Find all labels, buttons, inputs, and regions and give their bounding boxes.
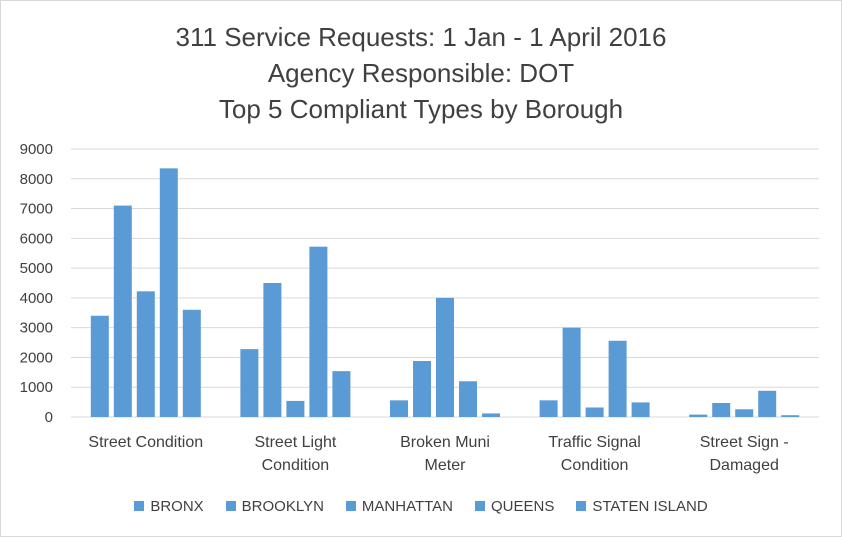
legend-label: QUEENS xyxy=(491,497,555,515)
y-tick-label: 0 xyxy=(45,409,53,426)
legend-swatch xyxy=(475,501,486,511)
y-tick-label: 7000 xyxy=(20,201,53,218)
y-tick-label: 2000 xyxy=(20,349,53,366)
legend-label: MANHATTAN xyxy=(361,497,454,515)
x-category-label: Broken Muni xyxy=(400,434,490,451)
bar-bronx xyxy=(240,349,259,417)
bar-manhattan xyxy=(585,407,604,417)
legend-item: STATEN ISLAND xyxy=(576,497,708,515)
legend-label: BROOKLYN xyxy=(241,497,324,515)
bar-staten-island xyxy=(781,415,800,417)
bar-queens xyxy=(608,340,627,417)
legend-swatch xyxy=(225,501,236,511)
y-tick-label: 3000 xyxy=(20,320,53,337)
x-category-label: Street Light xyxy=(254,434,336,451)
x-category-label: Traffic Signal xyxy=(548,434,640,451)
y-tick-label: 4000 xyxy=(20,290,53,307)
bar-brooklyn xyxy=(712,403,731,417)
bar-staten-island xyxy=(482,413,500,417)
bar-manhattan xyxy=(136,291,155,417)
legend-swatch xyxy=(134,501,145,511)
bar-manhattan xyxy=(436,297,454,417)
bar-queens xyxy=(159,168,178,417)
y-tick-label: 5000 xyxy=(20,260,53,277)
bar-queens xyxy=(309,246,328,417)
bar-bronx xyxy=(390,400,408,417)
bar-bronx xyxy=(539,400,558,417)
bar-manhattan xyxy=(286,400,305,417)
legend-item: BRONX xyxy=(134,497,204,515)
bar-staten-island xyxy=(182,309,201,417)
x-category-label: Condition xyxy=(561,457,629,474)
legend-label: STATEN ISLAND xyxy=(592,497,708,515)
y-tick-label: 1000 xyxy=(20,379,53,396)
bar-manhattan xyxy=(735,409,754,417)
x-category-label: Street Condition xyxy=(88,434,203,451)
y-tick-label: 9000 xyxy=(20,141,53,158)
bar-queens xyxy=(758,390,777,417)
bar-brooklyn xyxy=(263,283,282,417)
legend-item: QUEENS xyxy=(475,498,554,515)
chart-title-line-2: Agency Responsible: DOT xyxy=(267,58,575,88)
chart-legend: BRONX BROOKLYN MANHATTAN QUEENS STATEN ISLAN… xyxy=(1,495,841,517)
bar-staten-island xyxy=(631,402,650,417)
x-category-label: Condition xyxy=(262,457,330,474)
legend-label: BRONX xyxy=(150,497,204,515)
legend-swatch xyxy=(576,501,587,511)
chart-title: 311 Service Requests: 1 Jan - 1 April 20… xyxy=(1,19,841,127)
y-tick-label: 6000 xyxy=(20,230,53,247)
legend-swatch xyxy=(345,501,356,511)
x-category-label: Street Sign - xyxy=(700,434,789,451)
bar-queens xyxy=(459,381,477,417)
x-category-label: Meter xyxy=(425,457,467,474)
chart-title-line-1: 311 Service Requests: 1 Jan - 1 April 20… xyxy=(175,22,667,52)
chart-title-line-3: Top 5 Compliant Types by Borough xyxy=(218,94,624,124)
bar-brooklyn xyxy=(113,205,132,417)
bar-brooklyn xyxy=(562,327,581,417)
bar-staten-island xyxy=(332,371,351,417)
bar-brooklyn xyxy=(413,361,431,417)
legend-item: BROOKLYN xyxy=(225,497,324,515)
bar-bronx xyxy=(90,315,109,417)
x-category-label: Damaged xyxy=(710,457,779,474)
y-tick-label: 8000 xyxy=(20,171,53,188)
bar-bronx xyxy=(689,414,708,417)
legend-item: MANHATTAN xyxy=(345,497,454,515)
